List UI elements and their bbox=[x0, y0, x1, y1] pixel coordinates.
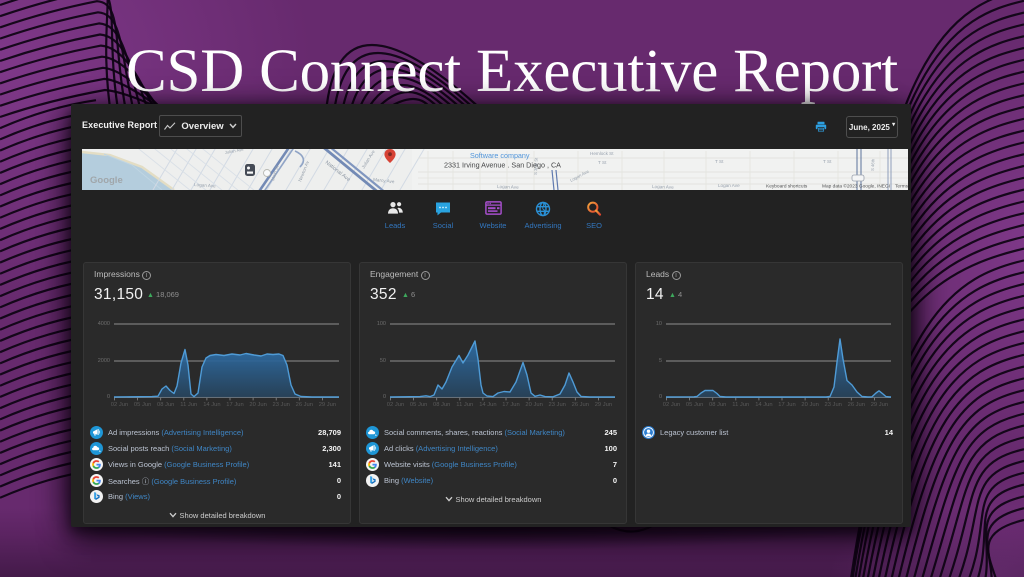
svg-text:20 Jun: 20 Jun bbox=[525, 402, 542, 408]
svg-text:26 Jun: 26 Jun bbox=[572, 402, 589, 408]
svg-text:29 Jun: 29 Jun bbox=[595, 402, 612, 408]
svg-text:11 Jun: 11 Jun bbox=[456, 402, 473, 408]
svg-text:14 Jun: 14 Jun bbox=[203, 402, 220, 408]
svg-text:14 Jun: 14 Jun bbox=[479, 402, 496, 408]
svg-text:T St: T St bbox=[823, 159, 832, 164]
svg-text:11 Jun: 11 Jun bbox=[732, 402, 749, 408]
svg-text:26 Jun: 26 Jun bbox=[296, 402, 313, 408]
svg-text:Hemlock St: Hemlock St bbox=[590, 151, 614, 156]
svg-text:14 Jun: 14 Jun bbox=[755, 402, 772, 408]
svg-text:17 Jun: 17 Jun bbox=[502, 402, 519, 408]
svg-text:02 Jun: 02 Jun bbox=[663, 402, 680, 408]
svg-text:20 Jun: 20 Jun bbox=[249, 402, 266, 408]
svg-text:08 Jun: 08 Jun bbox=[433, 402, 450, 408]
svg-text:20 Jun: 20 Jun bbox=[801, 402, 818, 408]
svg-text:23 Jun: 23 Jun bbox=[272, 402, 289, 408]
svg-text:Keyboard shortcuts: Keyboard shortcuts bbox=[766, 184, 808, 190]
svg-text:05 Jun: 05 Jun bbox=[134, 402, 151, 408]
svg-text:Logan Ave: Logan Ave bbox=[194, 182, 216, 189]
svg-text:S 30th St: S 30th St bbox=[533, 157, 539, 175]
svg-text:Julian Ave: Julian Ave bbox=[224, 149, 244, 155]
svg-text:Logan Ave: Logan Ave bbox=[718, 183, 740, 188]
svg-text:S 46th: S 46th bbox=[870, 158, 875, 171]
svg-text:11 Jun: 11 Jun bbox=[180, 402, 197, 408]
svg-text:05 Jun: 05 Jun bbox=[686, 402, 703, 408]
svg-text:29 Jun: 29 Jun bbox=[871, 402, 888, 408]
svg-text:23 Jun: 23 Jun bbox=[824, 402, 841, 408]
svg-text:Main St: Main St bbox=[270, 164, 280, 181]
svg-text:2331 Irving Avenue . San Diego: 2331 Irving Avenue . San Diego , CA bbox=[444, 161, 561, 170]
svg-text:Software company: Software company bbox=[470, 151, 530, 160]
svg-text:17 Jun: 17 Jun bbox=[778, 402, 795, 408]
svg-text:26 Jun: 26 Jun bbox=[848, 402, 865, 408]
svg-text:Logan Ave: Logan Ave bbox=[652, 184, 674, 190]
svg-text:Logan Ave: Logan Ave bbox=[497, 184, 519, 190]
svg-text:T St: T St bbox=[598, 160, 607, 165]
svg-text:02 Jun: 02 Jun bbox=[387, 402, 404, 408]
svg-text:08 Jun: 08 Jun bbox=[157, 402, 174, 408]
svg-text:Marcy Ave: Marcy Ave bbox=[373, 177, 395, 184]
svg-text:29 Jun: 29 Jun bbox=[319, 402, 336, 408]
svg-text:02 Jun: 02 Jun bbox=[111, 402, 128, 408]
svg-text:05 Jun: 05 Jun bbox=[410, 402, 427, 408]
svg-text:17 Jun: 17 Jun bbox=[226, 402, 243, 408]
svg-text:Google: Google bbox=[90, 175, 123, 186]
svg-text:23 Jun: 23 Jun bbox=[548, 402, 565, 408]
svg-text:Terms: Terms bbox=[895, 184, 908, 190]
svg-text:08 Jun: 08 Jun bbox=[709, 402, 726, 408]
svg-text:Map data ©2023 Google, INEGI: Map data ©2023 Google, INEGI bbox=[822, 183, 890, 190]
svg-text:T St: T St bbox=[715, 159, 724, 164]
